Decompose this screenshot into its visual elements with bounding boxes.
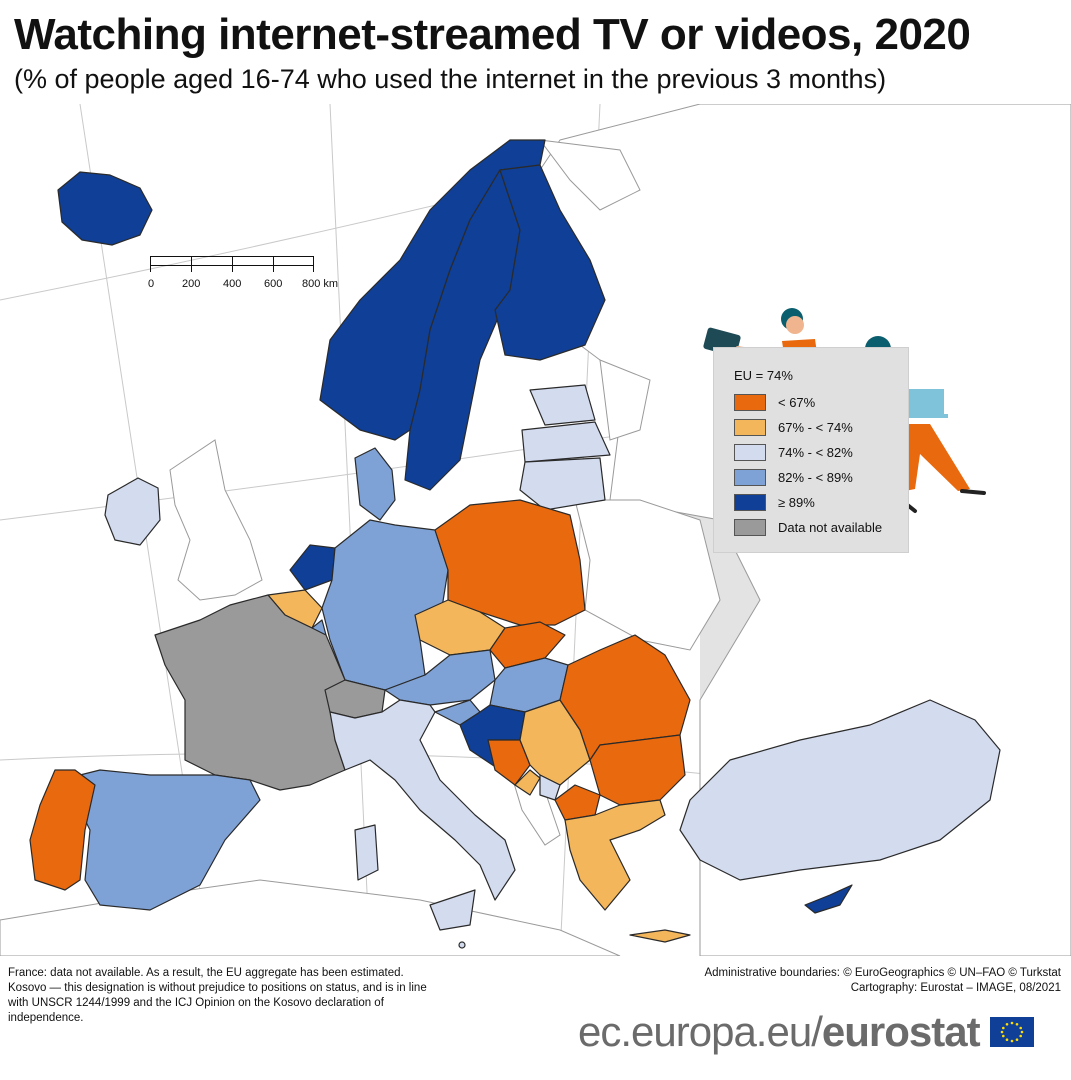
scale-label-0: 0	[148, 278, 155, 290]
country-germany	[321, 519, 449, 691]
country-spain	[59, 769, 261, 911]
scale-label-400: 400	[223, 278, 242, 290]
legend-item: Data not available	[734, 518, 882, 536]
map-subtitle: (% of people aged 16-74 who used the int…	[14, 64, 887, 94]
footnote-boundaries: Administrative boundaries: © EuroGeograp…	[704, 967, 1061, 979]
country-finland	[494, 164, 606, 361]
country-iceland	[57, 171, 153, 246]
footnote-france: France: data not available. As a result,…	[8, 967, 404, 979]
legend-item: 82% - < 89%	[734, 468, 853, 486]
footnote-cartography: Cartography: Eurostat – IMAGE, 08/2021	[850, 982, 1061, 994]
legend-label: Data not available	[778, 519, 883, 535]
map-legend: EU = 74% < 67% 67% - < 74% 74% - < 82% 8…	[713, 347, 909, 553]
country-sardinia	[354, 824, 379, 881]
footnote-left: France: data not available. As a result,…	[8, 966, 448, 1026]
legend-label: 82% - < 89%	[778, 469, 853, 485]
country-bosnia	[487, 739, 531, 786]
country-denmark	[354, 447, 396, 521]
legend-swatch	[734, 493, 766, 511]
legend-title: EU = 74%	[734, 368, 793, 383]
legend-swatch	[734, 418, 766, 436]
country-turkey	[679, 699, 1001, 881]
legend-item: ≥ 89%	[734, 493, 815, 511]
country-poland	[434, 499, 586, 626]
country-greece	[564, 799, 666, 911]
scale-bar: 0 200 400 600 800 km	[148, 256, 338, 296]
scale-label-200: 200	[182, 278, 201, 290]
brand-url[interactable]: ec.europa.eu/	[578, 1008, 823, 1055]
legend-swatch	[734, 468, 766, 486]
legend-label: 74% - < 82%	[778, 444, 853, 460]
land-norway-north-coast	[538, 139, 641, 211]
country-crete	[629, 929, 691, 943]
country-lithuania	[519, 457, 606, 511]
footnote-kosovo: Kosovo — this designation is without pre…	[8, 982, 427, 1024]
country-malta	[458, 941, 466, 949]
country-estonia	[529, 384, 596, 426]
legend-label: ≥ 89%	[778, 494, 815, 510]
legend-item: 74% - < 82%	[734, 443, 853, 461]
legend-label: 67% - < 74%	[778, 419, 853, 435]
country-sicily	[429, 889, 476, 931]
legend-swatch	[734, 518, 766, 536]
scale-label-800: 800 km	[302, 278, 339, 290]
legend-swatch	[734, 393, 766, 411]
europe-map	[0, 104, 1071, 956]
footnote-right: Administrative boundaries: © EuroGeograp…	[704, 966, 1061, 996]
country-portugal	[29, 769, 96, 891]
country-north-macedonia	[554, 784, 601, 821]
legend-item: 67% - < 74%	[734, 418, 853, 436]
country-romania	[559, 634, 691, 761]
brand-name[interactable]: eurostat	[821, 1008, 981, 1055]
land-belarus-ukraine	[574, 499, 721, 651]
legend-label: < 67%	[778, 394, 816, 410]
country-cyprus	[804, 884, 853, 914]
land-great-britain	[169, 439, 263, 601]
map-title: Watching internet-streamed TV or videos,…	[14, 10, 971, 59]
legend-swatch	[734, 443, 766, 461]
legend-item: < 67%	[734, 393, 815, 411]
country-latvia	[521, 421, 611, 463]
map-area: 0 200 400 600 800 km	[0, 104, 1071, 956]
eu-flag-icon	[989, 1017, 1034, 1047]
wifi-icon	[837, 302, 885, 340]
eurostat-branding[interactable]: ec.europa.eu/ eurostat	[578, 1008, 1034, 1056]
country-italy	[329, 699, 516, 901]
land-russia-baltic	[599, 359, 651, 441]
country-ireland	[104, 477, 161, 546]
scale-label-600: 600	[264, 278, 283, 290]
country-bulgaria	[589, 734, 686, 806]
